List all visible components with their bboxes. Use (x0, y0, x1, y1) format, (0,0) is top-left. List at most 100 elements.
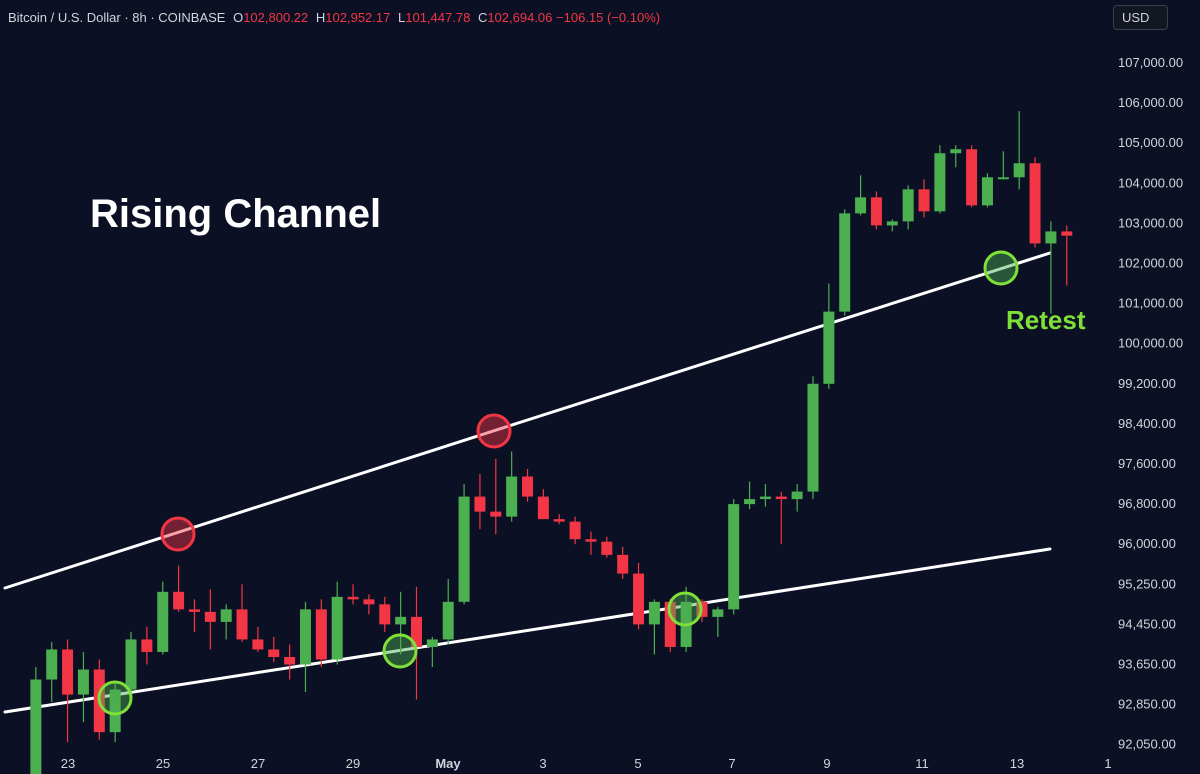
candle-body (902, 189, 914, 222)
candle-body (807, 383, 819, 492)
support-touch-circle (382, 633, 418, 669)
support-touch-circle (97, 680, 133, 716)
candle-body (633, 573, 645, 625)
retest-circle (983, 250, 1019, 286)
symbol-header: Bitcoin / U.S. Dollar · 8h · COINBASE O1… (8, 10, 660, 25)
candle-body (62, 649, 74, 695)
candle-body (506, 476, 518, 517)
change-value: −106.15 (−0.10%) (556, 10, 661, 25)
y-tick-label: 94,450.00 (1118, 616, 1176, 631)
candle-body (966, 149, 978, 206)
candle-body (617, 554, 629, 574)
candle-body (188, 609, 200, 612)
currency-button[interactable]: USD (1113, 5, 1168, 30)
x-tick-label: 5 (634, 756, 641, 771)
candle-body (553, 519, 565, 522)
candle-body (1013, 163, 1025, 178)
candle-body (331, 596, 343, 660)
candle-body (870, 197, 882, 226)
candle-body (236, 609, 248, 640)
candle-body (886, 221, 898, 226)
candle-body (204, 611, 216, 622)
candle-body (109, 689, 121, 733)
symbol-name: Bitcoin / U.S. Dollar · 8h · COINBASE (8, 10, 226, 25)
candle-body (744, 499, 756, 505)
candle-body (997, 177, 1009, 180)
candle-body (442, 601, 454, 640)
candle-body (1029, 163, 1041, 244)
x-tick-label: 27 (251, 756, 265, 771)
high-label: H (315, 10, 326, 25)
candle-body (601, 541, 613, 555)
candle-body (490, 511, 502, 517)
candle-body (934, 153, 946, 212)
y-tick-label: 96,000.00 (1118, 536, 1176, 551)
candle-body (839, 213, 851, 312)
candle-body (664, 601, 676, 647)
channel-lower-line (3, 547, 1052, 714)
candle-body (522, 476, 534, 497)
candle-body (537, 496, 549, 520)
candle-body (458, 496, 470, 602)
y-tick-label: 93,650.00 (1118, 657, 1176, 672)
candle-body (395, 616, 407, 625)
candle-body (363, 599, 375, 605)
resistance-touch-circle (160, 516, 196, 552)
candle-body (125, 639, 137, 690)
y-tick-label: 105,000.00 (1118, 135, 1183, 150)
y-tick-label: 95,250.00 (1118, 576, 1176, 591)
x-tick-label: 7 (728, 756, 735, 771)
close-label: C (477, 10, 488, 25)
candle-body (268, 649, 280, 657)
candle-body (157, 591, 169, 652)
open-label: O (233, 10, 244, 25)
y-tick-label: 92,050.00 (1118, 737, 1176, 752)
candle-body (141, 639, 153, 652)
open-value: 102,800.22 (243, 10, 309, 25)
y-tick-label: 96,800.00 (1118, 496, 1176, 511)
x-tick-label: May (435, 756, 461, 771)
y-tick-label: 92,850.00 (1118, 697, 1176, 712)
candle-body (585, 539, 597, 542)
candle-body (759, 496, 771, 500)
candle-body (1061, 231, 1073, 236)
y-tick-label: 103,000.00 (1118, 215, 1183, 230)
candle-body (220, 609, 232, 622)
candle-body (823, 311, 835, 384)
y-tick-label: 102,000.00 (1118, 256, 1183, 271)
resistance-touch-circle (476, 413, 512, 449)
candle-body (728, 504, 740, 610)
low-value: 101,447.78 (405, 10, 471, 25)
y-tick-label: 107,000.00 (1118, 55, 1183, 70)
candle-body (918, 189, 930, 212)
candle-body (1045, 231, 1057, 244)
x-tick-label: 9 (823, 756, 830, 771)
x-tick-label: 1 (1104, 756, 1111, 771)
low-label: L (398, 10, 406, 25)
candle-body (981, 177, 993, 206)
candle-body (379, 604, 391, 625)
high-value: 102,952.17 (325, 10, 391, 25)
y-tick-label: 98,400.00 (1118, 416, 1176, 431)
candle-body (648, 601, 660, 625)
candle-body (299, 609, 311, 665)
candle-body (173, 591, 185, 610)
y-tick-label: 97,600.00 (1118, 456, 1176, 471)
candle-body (315, 609, 327, 660)
candle-body (791, 491, 803, 500)
annotation-retest: Retest (1006, 305, 1086, 335)
y-tick-label: 100,000.00 (1118, 336, 1183, 351)
channel-upper-line (3, 422, 517, 590)
candle-body (569, 521, 581, 540)
candle-body (347, 596, 359, 600)
candle-body (775, 496, 787, 500)
candle-body (950, 149, 962, 154)
x-tick-label: 13 (1010, 756, 1024, 771)
annotation-title: Rising Channel (90, 192, 382, 236)
candle-body (77, 669, 89, 695)
x-tick-label: 3 (539, 756, 546, 771)
close-value: 102,694.06 (487, 10, 553, 25)
channel-breakout-line (513, 251, 1052, 426)
support-touch-circle (667, 591, 703, 627)
